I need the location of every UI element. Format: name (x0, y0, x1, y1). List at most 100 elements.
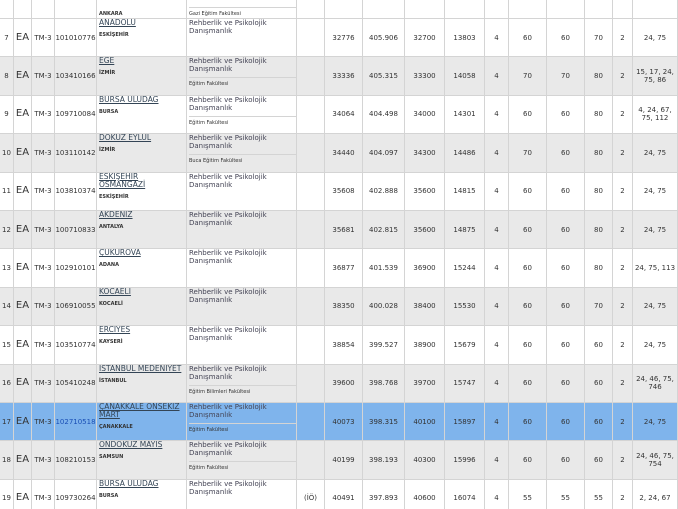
table-row[interactable]: 10 EA TM-3 103110142 DOKUZ EYLÜL İZMİR Rehberl… (0, 134, 678, 173)
row-number: 11 (0, 172, 14, 210)
stat: 16074 (445, 479, 485, 509)
score-type: TM-3 (32, 134, 55, 172)
program-cell: Rehberlik ve Psikolojik Danışmanlık (187, 211, 297, 249)
program-name[interactable]: Rehberlik ve Psikolojik Danışmanlık (189, 95, 267, 112)
program-name[interactable]: Rehberlik ve Psikolojik Danışmanlık (189, 19, 267, 35)
stat: 4 (485, 95, 509, 134)
program-name[interactable]: Rehberlik ve Psikolojik Danışmanlık (189, 172, 267, 189)
program-code[interactable]: 109710084 (55, 95, 97, 134)
program-code[interactable]: 100710833 (55, 211, 97, 249)
program-code[interactable]: 102910101 (55, 249, 97, 287)
score-type: TM-3 (32, 479, 55, 509)
university-name[interactable]: KOCAELİ (99, 287, 131, 296)
university-cell: AKDENİZ ANTALYA (97, 211, 187, 249)
stat: 60 (547, 326, 585, 364)
program-code[interactable]: 106910055 (55, 287, 97, 326)
stat: 60 (585, 441, 613, 479)
program-cell: Rehberlik ve Psikolojik Danışmanlık Eğiti… (187, 364, 297, 402)
stat: 24, 75 (633, 19, 678, 57)
program-code[interactable]: 103810374 (55, 172, 97, 210)
program-cell: Rehberlik ve Psikolojik Danışmanlık (187, 19, 297, 57)
table-row[interactable]: 18 EA TM-3 108210153 ONDOKUZ MAYIS SAMSUN Rehb… (0, 441, 678, 480)
university-name[interactable]: ESKİŞEHİR OSMANGAZİ (99, 172, 146, 189)
program-code[interactable]: 102710518 (55, 403, 97, 441)
stat: 14058 (445, 57, 485, 95)
stat: 4 (485, 403, 509, 441)
university-name[interactable]: AKDENİZ (99, 211, 133, 219)
program-name[interactable]: Rehberlik ve Psikolojik Danışmanlık (189, 287, 267, 304)
university-name[interactable]: ERCİYES (99, 326, 131, 335)
row-number: 12 (0, 211, 14, 249)
note-empty (297, 211, 325, 249)
table-row[interactable]: 15 EA TM-3 103510774 ERCİYES KAYSERİ Rehberlik… (0, 326, 678, 365)
stat: 15530 (445, 287, 485, 326)
university-cell: BURSA ULUDAĞ BURSA (97, 479, 187, 509)
program-code[interactable]: 103410166 (55, 57, 97, 95)
stat: 24, 75 (633, 211, 678, 249)
university-name[interactable]: İSTANBUL MEDENİYET (99, 364, 182, 373)
program-name[interactable]: Rehberlik ve Psikolojik Danışmanlık (189, 211, 267, 227)
stat: 4 (485, 172, 509, 210)
program-code[interactable]: 109730264 (55, 479, 97, 509)
stat: 398.315 (363, 403, 405, 441)
university-name[interactable]: BURSA ULUDAĞ (99, 95, 159, 104)
stat: 60 (547, 441, 585, 479)
program-name[interactable]: Rehberlik ve Psikolojik Danışmanlık (189, 403, 267, 419)
program-code[interactable]: 101010776 (55, 19, 97, 57)
table-row[interactable]: 7 EA TM-3 101010776 ANADOLU ESKİŞEHİR Rehberli… (0, 19, 678, 58)
program-name[interactable]: Rehberlik ve Psikolojik Danışmanlık (189, 134, 267, 151)
table-row[interactable]: 9 EA TM-3 109710084 BURSA ULUDAĞ BURSA Rehberl… (0, 95, 678, 135)
table-row[interactable]: 14 EA TM-3 106910055 KOCAELİ KOCAELİ Rehberlik… (0, 287, 678, 327)
faculty: Buca Eğitim Fakültesi (189, 154, 296, 165)
city: İSTANBUL (99, 377, 127, 384)
program-cell: Rehberlik ve Psikolojik Danışmanlık Eğiti… (187, 441, 297, 479)
stat: 402.888 (363, 172, 405, 210)
stat: 60 (547, 364, 585, 402)
note-empty (297, 172, 325, 210)
stat: 401.539 (363, 249, 405, 287)
table-row[interactable]: 16 EA TM-3 105410248 İSTANBUL MEDENİYET İSTAN… (0, 364, 678, 403)
program-code[interactable]: 103110142 (55, 134, 97, 172)
program-name[interactable]: Rehberlik ve Psikolojik Danışmanlık (189, 249, 267, 266)
university-name[interactable]: ONDOKUZ MAYIS (99, 441, 163, 450)
stat: 60 (547, 249, 585, 287)
university-name[interactable]: ÇANAKKALE ONSEKİZ MART (99, 403, 180, 419)
stat: 2 (613, 172, 633, 210)
university-name[interactable]: BURSA ULUDAĞ (99, 479, 159, 488)
stat: 80 (585, 95, 613, 134)
stat: 4 (485, 134, 509, 172)
score-type: TM-3 (32, 172, 55, 210)
program-cell: Rehberlik ve Psikolojik Danışmanlık (187, 172, 297, 210)
program-name[interactable]: Rehberlik ve Psikolojik Danışmanlık (189, 479, 267, 496)
program-name[interactable]: Rehberlik ve Psikolojik Danışmanlık (189, 364, 267, 381)
faculty: Eğitim Fakültesi (189, 423, 296, 434)
university-name[interactable]: EGE (99, 57, 115, 66)
stat: 40073 (325, 403, 363, 441)
program-name[interactable]: Rehberlik ve Psikolojik Danışmanlık (189, 441, 267, 458)
score-type: TM-3 (32, 57, 55, 95)
table-row[interactable]: 8 EA TM-3 103410166 EGE İZMİR Rehberlik ve Psi… (0, 57, 678, 96)
score-type: TM-3 (32, 441, 55, 479)
stat: 40300 (405, 441, 445, 479)
score-group: EA (14, 211, 32, 249)
note-empty (297, 134, 325, 172)
program-name[interactable]: Rehberlik ve Psikolojik Danışmanlık (189, 326, 267, 343)
university-name[interactable]: ÇUKUROVA (99, 249, 141, 258)
table-row[interactable]: 13 EA TM-3 102910101 ÇUKUROVA ADANA Rehberlik … (0, 249, 678, 288)
program-cell: Rehberlik ve Psikolojik Danışmanlık Eğiti… (187, 403, 297, 441)
university-cell: ÇUKUROVA ADANA (97, 249, 187, 287)
faculty: Eğitim Fakültesi (189, 115, 296, 127)
program-code[interactable]: 108210153 (55, 441, 97, 479)
stat: 2 (613, 441, 633, 479)
table-row[interactable]: 17 EA TM-3 102710518 ÇANAKKALE ONSEKİZ MART Ç… (0, 403, 678, 442)
table-row[interactable]: 11 EA TM-3 103810374 ESKİŞEHİR OSMANGAZİ ESKİ… (0, 172, 678, 211)
university-name[interactable]: ANADOLU (99, 19, 136, 27)
program-code[interactable]: 105410248 (55, 364, 97, 402)
program-name[interactable]: Rehberlik ve Psikolojik Danışmanlık (189, 57, 267, 74)
table-row[interactable]: 19 EA TM-3 109730264 BURSA ULUDAĞ BURSA Rehber… (0, 479, 678, 509)
row-number: 13 (0, 249, 14, 287)
university-name[interactable]: DOKUZ EYLÜL (99, 134, 152, 143)
stat: 2 (613, 326, 633, 364)
program-code[interactable]: 103510774 (55, 326, 97, 364)
table-row[interactable]: 12 EA TM-3 100710833 AKDENİZ ANTALYA Rehberlik… (0, 211, 678, 250)
